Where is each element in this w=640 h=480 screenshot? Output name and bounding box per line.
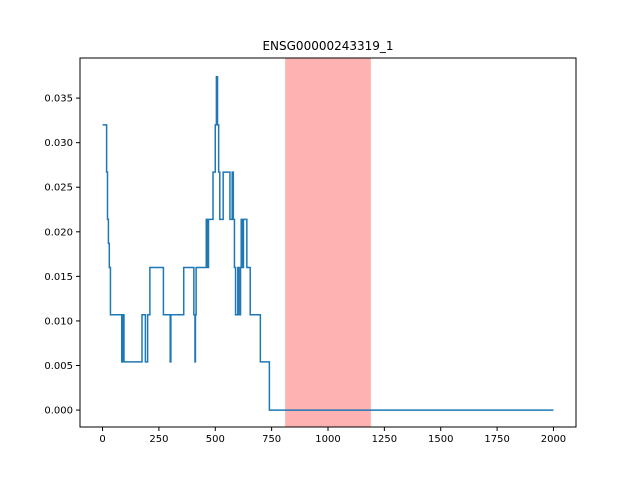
y-tick-label: 0.025: [44, 183, 73, 194]
y-tick-label: 0.010: [44, 316, 73, 327]
x-tick-label: 750: [262, 434, 281, 445]
y-tick-label: 0.035: [44, 94, 73, 105]
x-tick-label: 250: [149, 434, 168, 445]
y-tick-label: 0.030: [44, 138, 73, 149]
x-tick-label: 1000: [315, 434, 340, 445]
x-tick-label: 2000: [541, 434, 566, 445]
highlight-layer: [285, 58, 371, 427]
y-tick-label: 0.015: [44, 272, 73, 283]
series-layer: [102, 75, 554, 411]
x-tick-label: 1500: [428, 434, 453, 445]
x-tick-label: 500: [206, 434, 225, 445]
y-tick-label: 0.020: [44, 227, 73, 238]
x-axis: 0 250 500 750 1000 1250 1500 1750 2000: [99, 427, 566, 445]
y-tick-label: 0.005: [44, 361, 73, 372]
x-tick-label: 0: [99, 434, 105, 445]
chart-title: ENSG00000243319_1: [262, 39, 393, 53]
x-tick-label: 1250: [372, 434, 397, 445]
series-line-0: [102, 75, 554, 411]
x-tick-label: 1750: [484, 434, 509, 445]
y-tick-label: 0.000: [44, 406, 73, 417]
highlight-span: [285, 58, 371, 427]
y-axis: 0.000 0.005 0.010 0.015 0.020 0.025 0.030 0.035: [44, 94, 80, 417]
